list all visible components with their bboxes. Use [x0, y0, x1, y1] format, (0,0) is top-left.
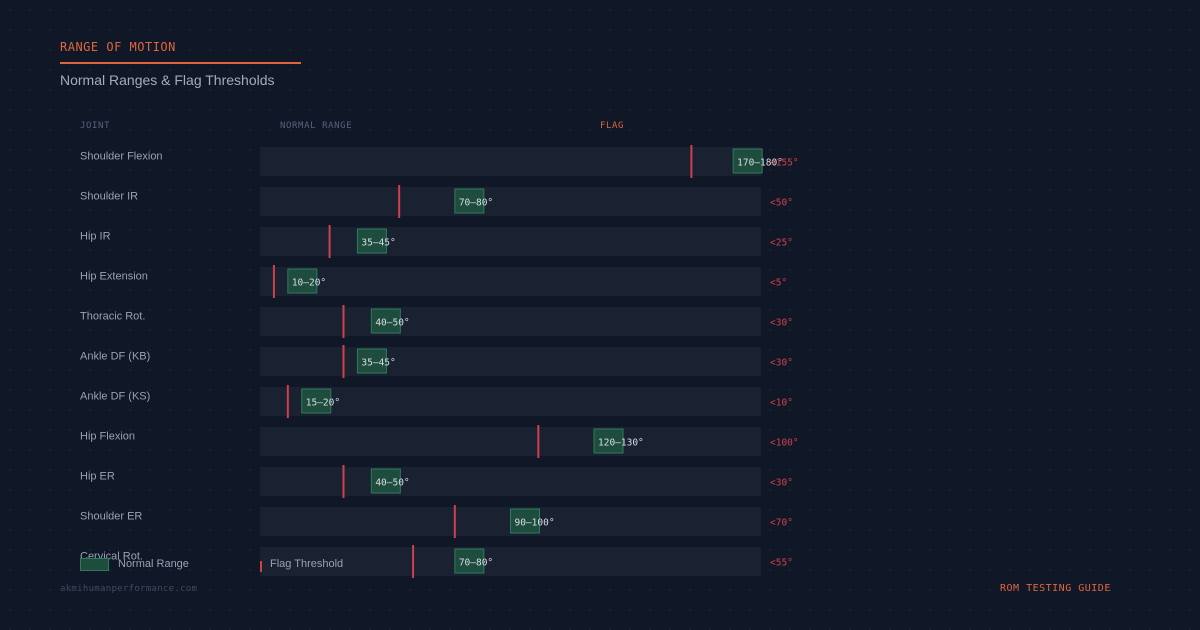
flag-threshold-label: <30° — [770, 478, 793, 489]
joint-label: Ankle DF (KB) — [80, 351, 150, 363]
column-header-flag: FLAG — [600, 121, 625, 131]
normal-range-bar — [356, 228, 387, 254]
range-track — [260, 467, 761, 496]
normal-range-label: 120–130° — [598, 438, 644, 449]
flag-threshold-label: <10° — [770, 398, 793, 409]
range-track — [260, 307, 761, 336]
normal-range-bar — [370, 308, 401, 334]
flag-threshold-label: <100° — [770, 438, 799, 449]
column-header-normal-range: NORMAL RANGE — [280, 121, 353, 131]
page-subtitle: Normal Ranges & Flag Thresholds — [60, 72, 275, 88]
normal-range-bar — [454, 548, 485, 574]
flag-threshold-label: <70° — [770, 518, 793, 529]
normal-range-label: 170–180° — [737, 158, 783, 169]
flag-threshold-label: <25° — [770, 238, 793, 249]
range-track — [260, 187, 761, 216]
normal-range-label: 35–45° — [361, 238, 395, 249]
normal-range-bar — [356, 348, 387, 374]
joint-label: Hip IR — [80, 231, 111, 243]
normal-range-label: 15–20° — [306, 398, 340, 409]
normal-range-label: 40–50° — [375, 318, 409, 329]
footer-source: akmihumanperformance.com — [60, 584, 198, 594]
joint-label: Thoracic Rot. — [80, 311, 145, 323]
range-track — [260, 227, 761, 256]
joint-label: Ankle DF (KS) — [80, 391, 150, 403]
normal-range-label: 40–50° — [375, 478, 409, 489]
flag-threshold-label: <5° — [770, 278, 787, 289]
column-header-joint: JOINT — [80, 121, 111, 131]
normal-range-bar — [287, 268, 318, 294]
normal-range-bar — [593, 428, 624, 454]
joint-label: Shoulder IR — [80, 191, 138, 203]
range-track — [260, 427, 761, 456]
normal-range-label: 35–45° — [361, 358, 395, 369]
range-track — [260, 347, 761, 376]
range-track — [260, 267, 761, 296]
section-eyebrow: RANGE OF MOTION — [60, 40, 176, 54]
legend-normal-label: Normal Range — [118, 558, 189, 570]
range-track — [260, 387, 761, 416]
joint-label: Hip Flexion — [80, 431, 135, 443]
legend-normal-swatch — [80, 558, 109, 571]
footer-guide-label: ROM TESTING GUIDE — [1000, 583, 1111, 594]
flag-threshold-label: <155° — [770, 158, 799, 169]
range-track — [260, 147, 761, 176]
legend-flag-marker — [260, 561, 262, 572]
normal-range-label: 90–100° — [515, 518, 555, 529]
normal-range-bar — [732, 148, 763, 174]
joint-label: Hip Extension — [80, 271, 148, 283]
flag-threshold-label: <55° — [770, 558, 793, 569]
normal-range-bar — [454, 188, 485, 214]
flag-threshold-label: <30° — [770, 358, 793, 369]
normal-range-bar — [301, 388, 332, 414]
normal-range-bar — [370, 468, 401, 494]
range-track — [260, 547, 761, 576]
joint-label: Hip ER — [80, 471, 115, 483]
flag-threshold-label: <30° — [770, 318, 793, 329]
legend-flag-label: Flag Threshold — [270, 558, 344, 570]
joint-label: Shoulder Flexion — [80, 151, 163, 163]
normal-range-label: 10–20° — [292, 278, 326, 289]
normal-range-bar — [510, 508, 540, 534]
eyebrow-underline — [60, 62, 301, 64]
flag-threshold-label: <50° — [770, 198, 793, 209]
normal-range-label: 70–80° — [459, 558, 493, 569]
normal-range-label: 70–80° — [459, 198, 493, 209]
joint-label: Shoulder ER — [80, 511, 142, 523]
